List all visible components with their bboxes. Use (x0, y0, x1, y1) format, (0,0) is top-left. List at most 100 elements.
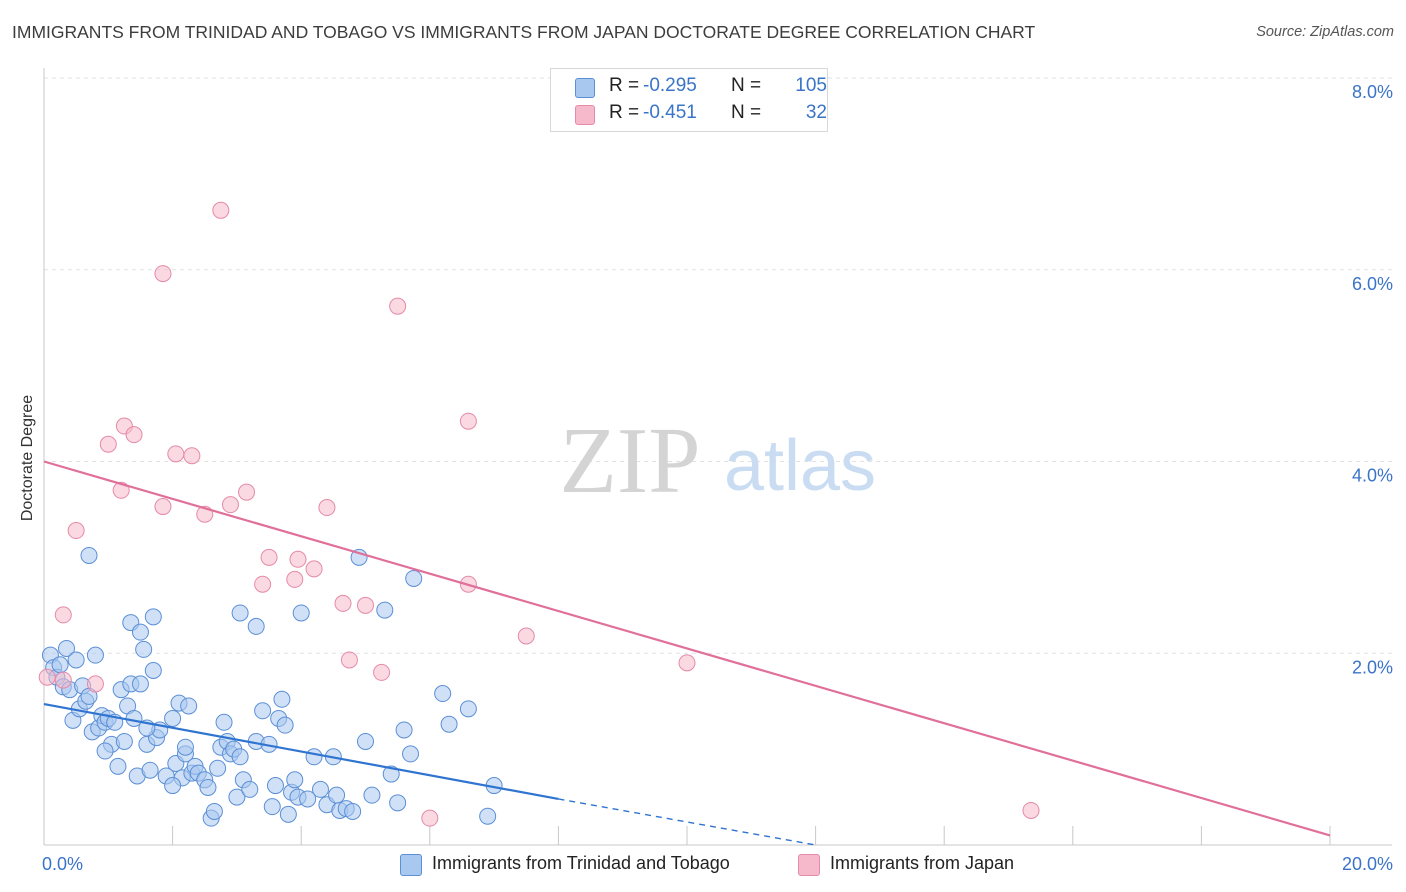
data-point (67, 522, 85, 540)
data-point (247, 617, 265, 635)
data-point (183, 447, 201, 465)
data-point (154, 498, 172, 516)
bottom-legend-swatch-trinidad (400, 854, 422, 876)
data-point (67, 651, 85, 669)
data-point (131, 675, 149, 693)
legend-n-label: N = (731, 75, 762, 96)
data-point (289, 550, 307, 568)
data-point (131, 623, 149, 641)
y-tick-label: 8.0% (1352, 82, 1393, 102)
data-point (260, 548, 278, 566)
data-point (176, 738, 194, 756)
data-point (421, 809, 439, 827)
data-point (292, 604, 310, 622)
data-point (1022, 801, 1040, 819)
data-point (286, 771, 304, 789)
data-point (51, 656, 69, 674)
grid-lines (44, 77, 1392, 654)
data-point (254, 575, 272, 593)
trend-lines (43, 460, 1331, 846)
data-point (144, 608, 162, 626)
y-tick-label: 6.0% (1352, 274, 1393, 294)
data-point (180, 697, 198, 715)
legend-r-label: R = (609, 75, 640, 96)
data-point (402, 745, 420, 763)
watermark: ZIP atlas (560, 409, 877, 513)
data-point (311, 780, 329, 798)
data-point (395, 721, 413, 739)
data-point (305, 560, 323, 578)
trend-line-japan (43, 460, 1331, 837)
data-point (144, 662, 162, 680)
watermark-zip: ZIP (560, 409, 701, 513)
series-japan-points (38, 201, 1040, 827)
data-point (389, 794, 407, 812)
legend-n-value: 105 (795, 75, 827, 96)
data-point (517, 627, 535, 645)
data-point (357, 596, 374, 614)
legend-r-value: -0.295 (643, 75, 697, 96)
y-tick-label: 2.0% (1352, 657, 1393, 677)
trend-line-trinidad (43, 702, 559, 801)
data-point (228, 788, 246, 806)
data-point (115, 732, 133, 750)
data-point (254, 702, 272, 720)
chart-title: IMMIGRANTS FROM TRINIDAD AND TOBAGO VS I… (12, 22, 1036, 42)
legend-r-value: -0.451 (643, 102, 697, 123)
data-point (434, 685, 452, 703)
data-point (58, 639, 76, 657)
legend-n-label: N = (731, 102, 762, 123)
data-point (382, 765, 400, 783)
x-tick-labels: 0.0% 20.0% (42, 854, 1393, 874)
legend-n-value: 32 (805, 102, 827, 123)
data-point (389, 297, 407, 315)
data-point (80, 546, 98, 564)
data-point (215, 713, 233, 731)
bottom-legend-label-japan: Immigrants from Japan (830, 853, 1015, 873)
legend-swatch-japan (575, 105, 595, 125)
legend-swatch-trinidad (575, 78, 595, 98)
data-point (373, 663, 391, 681)
data-point (286, 570, 304, 588)
data-point (363, 786, 381, 804)
data-point (241, 780, 259, 798)
x-tick-label: 0.0% (42, 854, 83, 874)
data-point (199, 778, 217, 796)
data-point (86, 646, 104, 664)
data-point (141, 761, 159, 779)
data-point (205, 802, 223, 820)
data-point (405, 569, 423, 587)
series-trinidad-points (41, 546, 503, 827)
legend-r-label: R = (609, 102, 640, 123)
data-point (305, 748, 323, 766)
data-point (154, 265, 172, 283)
data-point (112, 481, 130, 499)
data-point (54, 671, 72, 689)
axes (43, 68, 1392, 846)
data-point (273, 690, 291, 708)
data-point (212, 201, 230, 219)
data-point (135, 640, 153, 658)
data-point (38, 668, 56, 686)
data-point (209, 759, 227, 777)
data-point (440, 715, 458, 733)
data-point (344, 802, 362, 820)
data-point (231, 748, 249, 766)
bottom-legend-swatch-japan (798, 854, 820, 876)
data-point (109, 757, 127, 775)
x-tick-label: 20.0% (1342, 854, 1393, 874)
y-tick-labels: 2.0% 4.0% 6.0% 8.0% (1352, 82, 1393, 677)
y-tick-label: 4.0% (1352, 466, 1393, 486)
data-point (340, 651, 358, 669)
data-point (459, 700, 477, 718)
data-point (54, 606, 72, 624)
data-point (96, 742, 114, 760)
bottom-legend-label-trinidad: Immigrants from Trinidad and Tobago (432, 853, 730, 873)
data-point (167, 445, 185, 463)
data-point (164, 777, 182, 795)
data-point (238, 483, 256, 501)
data-point (276, 716, 294, 734)
data-point (231, 604, 249, 622)
correlation-legend: R = -0.295 N = 105 R = -0.451 N = 32 (550, 68, 828, 132)
watermark-atlas: atlas (724, 426, 876, 506)
